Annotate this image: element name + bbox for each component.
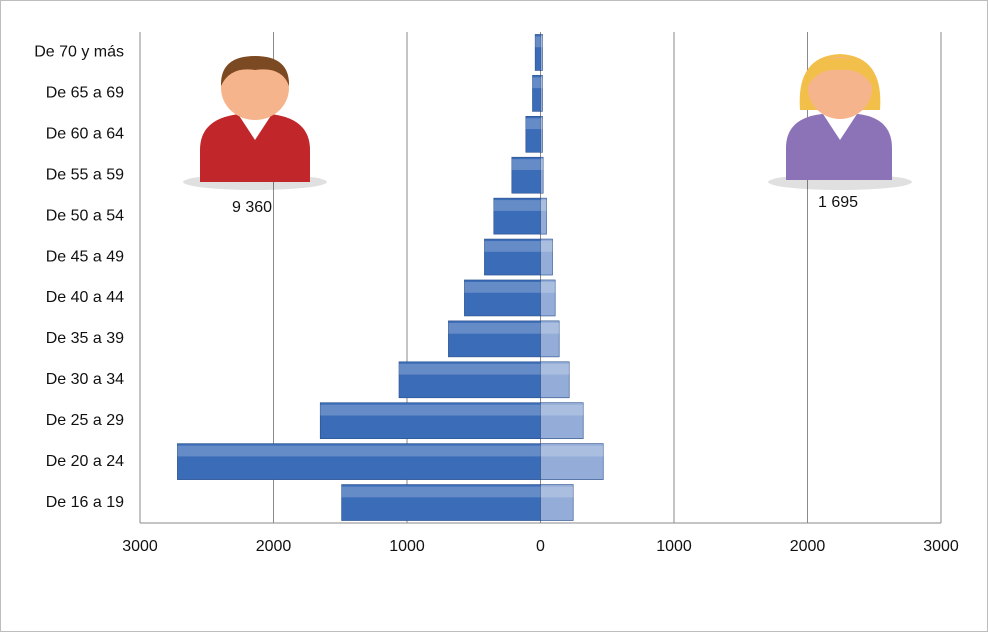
bar-highlight <box>532 77 541 89</box>
bar <box>540 402 584 440</box>
y-tick-label: De 45 a 49 <box>46 248 124 265</box>
bar-highlight <box>540 159 544 171</box>
bar-highlight <box>540 200 547 211</box>
bar-highlight <box>177 445 541 457</box>
bar <box>540 115 543 153</box>
bar-highlight <box>540 36 543 48</box>
bar-highlight <box>448 322 541 334</box>
bar <box>511 156 541 194</box>
x-tick-label: 3000 <box>923 538 959 555</box>
female-icon <box>768 54 912 190</box>
bar-highlight <box>540 77 543 89</box>
x-tick-label: 0 <box>536 538 545 555</box>
y-tick-label: De 30 a 34 <box>46 371 124 388</box>
bar <box>319 402 541 440</box>
bar <box>540 34 543 71</box>
bar-highlight <box>540 241 553 252</box>
bar <box>540 197 547 235</box>
y-tick-label: De 25 a 29 <box>46 412 124 429</box>
bar-highlight <box>464 281 541 293</box>
y-tick-label: De 50 a 54 <box>46 207 124 224</box>
bar <box>540 156 544 194</box>
bar <box>540 75 543 112</box>
bar <box>540 361 570 399</box>
male-icon <box>183 56 327 190</box>
bar-highlight <box>535 36 541 48</box>
x-tick-label: 1000 <box>389 538 425 555</box>
bar-highlight <box>540 322 560 334</box>
bar-highlight <box>525 118 541 130</box>
x-tick-label: 1000 <box>656 538 692 555</box>
y-tick-label: De 70 y más <box>34 44 124 61</box>
y-tick-label: De 55 a 59 <box>46 166 124 183</box>
y-tick-label: De 40 a 44 <box>46 289 124 306</box>
bar <box>493 197 541 235</box>
y-tick-label: De 35 a 39 <box>46 330 124 347</box>
bar-highlight <box>484 241 541 252</box>
bar <box>540 443 604 480</box>
plot-area: 3000 2000 1000 0 1000 2000 3000 De 70 y más De 6… <box>34 32 959 555</box>
bar <box>177 443 541 480</box>
bar-highlight <box>540 281 556 293</box>
bar <box>540 238 553 276</box>
bar <box>341 484 541 521</box>
x-tick-label: 2000 <box>256 538 292 555</box>
bar <box>540 484 574 521</box>
male-total: 9 360 <box>232 199 272 216</box>
y-tick-label: De 60 a 64 <box>46 126 124 143</box>
y-tick-label: De 16 a 19 <box>46 494 124 511</box>
bar-highlight <box>320 404 541 416</box>
bar <box>398 361 541 399</box>
x-tick-label: 3000 <box>122 538 158 555</box>
bar <box>540 320 560 358</box>
bar-highlight <box>511 159 541 171</box>
y-tick-label: De 65 a 69 <box>46 85 124 102</box>
y-tick-label: De 20 a 24 <box>46 453 124 470</box>
bar-highlight <box>540 118 543 130</box>
bar-highlight <box>540 486 574 498</box>
bar-highlight <box>398 363 541 375</box>
bar-highlight <box>540 445 604 457</box>
bar <box>448 320 541 358</box>
bar-highlight <box>540 404 584 416</box>
female-total: 1 695 <box>818 194 858 211</box>
bar-highlight <box>341 486 541 498</box>
bar <box>484 238 541 276</box>
x-tick-label: 2000 <box>790 538 826 555</box>
bar <box>464 279 541 317</box>
bar-highlight <box>540 363 570 375</box>
bar <box>540 279 556 317</box>
bar-highlight <box>493 200 541 211</box>
